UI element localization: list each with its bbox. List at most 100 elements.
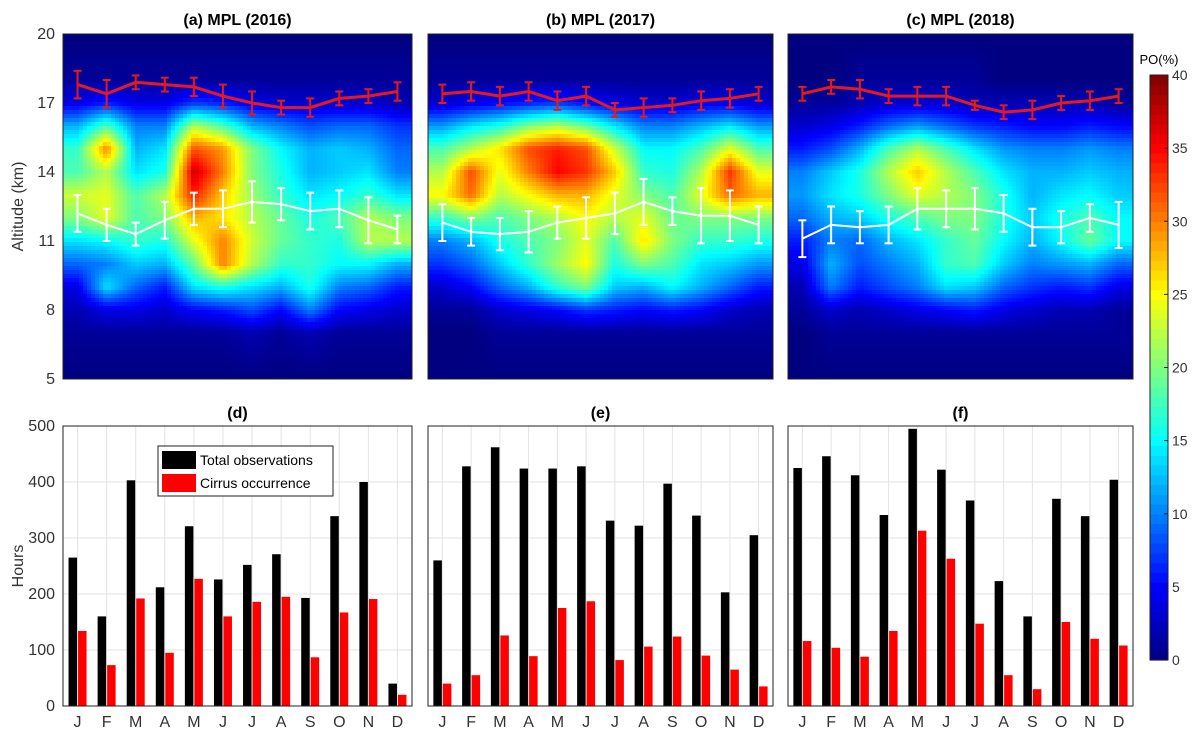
heatmap-cell xyxy=(167,154,172,159)
heatmap-cell xyxy=(267,106,272,111)
heatmap-cell xyxy=(163,178,168,183)
heatmap-cell xyxy=(151,266,156,271)
heatmap-cell xyxy=(263,310,268,315)
heatmap-cell xyxy=(79,326,84,331)
heatmap-cell xyxy=(159,134,164,139)
heatmap-cell xyxy=(283,118,288,123)
heatmap-cell xyxy=(139,66,144,71)
heatmap-cell xyxy=(95,98,100,103)
heatmap-cell xyxy=(247,230,252,235)
heatmap-cell xyxy=(263,118,268,123)
heatmap-cell xyxy=(251,322,256,327)
heatmap-cell xyxy=(167,246,172,251)
heatmap-cell xyxy=(159,258,164,263)
heatmap-cell xyxy=(67,126,72,131)
heatmap-cell xyxy=(251,146,256,151)
heatmap-cell xyxy=(111,266,116,271)
heatmap-cell xyxy=(203,154,208,159)
heatmap-cell xyxy=(115,90,120,95)
heatmap-cell xyxy=(127,218,132,223)
heatmap-cell xyxy=(83,46,88,51)
heatmap-cell xyxy=(163,286,168,291)
heatmap-cell xyxy=(139,294,144,299)
heatmap-cell xyxy=(143,234,148,239)
heatmap-cell xyxy=(127,206,132,211)
heatmap-cell xyxy=(131,202,136,207)
heatmap-cell xyxy=(223,370,228,375)
heatmap-cell xyxy=(227,198,232,203)
heatmap-cell xyxy=(99,246,104,251)
heatmap-cell xyxy=(111,326,116,331)
heatmap-cell xyxy=(79,234,84,239)
heatmap-cell xyxy=(267,286,272,291)
heatmap-cell xyxy=(267,346,272,351)
heatmap-cell xyxy=(187,230,192,235)
heatmap-cell xyxy=(283,302,288,307)
heatmap-cell xyxy=(95,354,100,359)
heatmap-cell xyxy=(275,290,280,295)
heatmap-cell xyxy=(199,366,204,371)
heatmap-cell xyxy=(91,134,96,139)
heatmap-cell xyxy=(223,314,228,319)
heatmap-cell xyxy=(103,250,108,255)
heatmap-cell xyxy=(155,278,160,283)
heatmap-cell xyxy=(255,130,260,135)
heatmap-cell xyxy=(71,62,76,67)
heatmap-cell xyxy=(279,42,284,47)
heatmap-cell xyxy=(147,246,152,251)
heatmap-cell xyxy=(267,334,272,339)
heatmap-cell xyxy=(231,222,236,227)
heatmap-cell xyxy=(215,70,220,75)
heatmap-cell xyxy=(115,222,120,227)
heatmap-cell xyxy=(143,290,148,295)
heatmap-cell xyxy=(119,222,124,227)
heatmap-cell xyxy=(63,134,68,139)
heatmap-cell xyxy=(147,202,152,207)
heatmap-cell xyxy=(271,262,276,267)
heatmap-cell xyxy=(207,170,212,175)
heatmap-cell xyxy=(143,322,148,327)
heatmap-cell xyxy=(135,78,140,83)
heatmap-cell xyxy=(243,162,248,167)
heatmap-cell xyxy=(231,170,236,175)
heatmap-cell xyxy=(79,66,84,71)
heatmap-cell xyxy=(171,230,176,235)
heatmap-cell xyxy=(123,286,128,291)
heatmap-cell xyxy=(191,330,196,335)
heatmap-cell xyxy=(119,262,124,267)
heatmap-cell xyxy=(131,258,136,263)
heatmap-cell xyxy=(71,106,76,111)
heatmap-cell xyxy=(243,82,248,87)
heatmap-cell xyxy=(187,310,192,315)
heatmap-cell xyxy=(167,166,172,171)
heatmap-cell xyxy=(219,334,224,339)
heatmap-cell xyxy=(99,154,104,159)
heatmap-cell xyxy=(247,350,252,355)
heatmap-cell xyxy=(259,346,264,351)
heatmap-cell xyxy=(159,298,164,303)
heatmap-cell xyxy=(179,186,184,191)
heatmap-cell xyxy=(167,66,172,71)
heatmap-cell xyxy=(67,306,72,311)
heatmap-cell xyxy=(283,338,288,343)
heatmap-cell xyxy=(75,306,80,311)
heatmap-cell xyxy=(239,146,244,151)
heatmap-cell xyxy=(207,282,212,287)
heatmap-cell xyxy=(271,106,276,111)
heatmap-cell xyxy=(83,374,88,379)
heatmap-cell xyxy=(159,114,164,119)
heatmap-cell xyxy=(183,302,188,307)
heatmap-cell xyxy=(287,138,292,143)
heatmap-cell xyxy=(135,186,140,191)
heatmap-cell xyxy=(147,46,152,51)
heatmap-cell xyxy=(195,174,200,179)
heatmap-cell xyxy=(235,310,240,315)
heatmap-cell xyxy=(139,310,144,315)
heatmap-cell xyxy=(255,370,260,375)
heatmap-cell xyxy=(291,38,296,43)
heatmap-cell xyxy=(87,218,92,223)
heatmap-cell xyxy=(115,250,120,255)
heatmap-cell xyxy=(251,142,256,147)
heatmap-cell xyxy=(183,82,188,87)
heatmap-cell xyxy=(119,174,124,179)
